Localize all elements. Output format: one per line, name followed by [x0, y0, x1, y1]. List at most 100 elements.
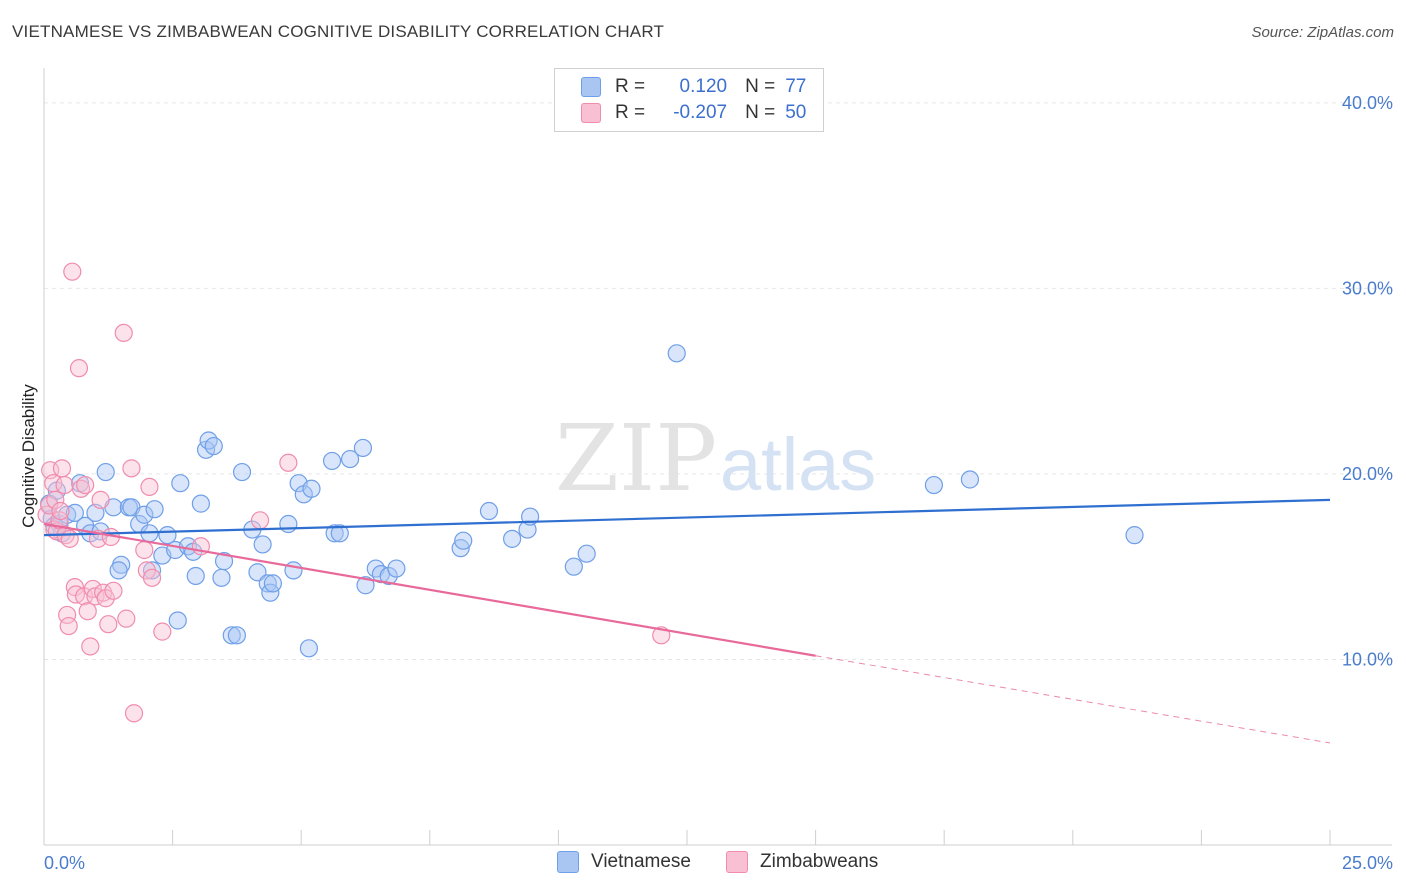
- point-vietnamese: [212, 568, 231, 587]
- point-vietnamese: [299, 639, 319, 658]
- point-zimbabweans: [104, 581, 123, 600]
- watermark: ZIP atlas: [555, 405, 876, 512]
- point-vietnamese: [503, 529, 522, 548]
- point-vietnamese: [924, 475, 944, 495]
- point-vietnamese: [322, 451, 342, 471]
- point-zimbabweans: [96, 589, 115, 608]
- series-label-zimbabweans: Zimbabweans: [760, 851, 879, 872]
- legend-swatch-zimbabweans: [581, 103, 601, 123]
- legend-n-value: 77: [785, 76, 807, 97]
- legend-n-label: N =: [745, 102, 776, 123]
- point-vietnamese: [96, 462, 115, 482]
- point-vietnamese: [142, 561, 162, 580]
- point-vietnamese: [227, 626, 246, 645]
- point-vietnamese: [356, 576, 375, 595]
- series-swatch-vietnamese: [557, 851, 579, 873]
- point-vietnamese: [302, 479, 321, 498]
- point-vietnamese: [186, 566, 205, 586]
- point-zimbabweans: [114, 323, 133, 343]
- point-vietnamese: [387, 559, 406, 578]
- point-vietnamese: [204, 436, 223, 456]
- data-points: [37, 262, 1144, 723]
- legend-r-label: R =: [615, 102, 646, 123]
- legend-r-label: R =: [615, 76, 646, 97]
- point-zimbabweans: [250, 511, 270, 530]
- point-zimbabweans: [99, 615, 118, 634]
- point-vietnamese: [253, 535, 272, 554]
- point-zimbabweans: [51, 501, 70, 521]
- point-vietnamese: [232, 462, 252, 482]
- y-tick-labels: 10.0% 20.0% 30.0% 40.0%: [1342, 93, 1393, 670]
- point-vietnamese: [577, 544, 596, 563]
- legend-r-value: 0.120: [674, 76, 728, 97]
- point-zimbabweans: [135, 540, 154, 560]
- trend-line-zimbabweans-extension: [815, 655, 1331, 744]
- trend-lines: [43, 498, 1331, 744]
- point-vietnamese: [171, 474, 190, 493]
- point-vietnamese: [135, 505, 154, 524]
- point-vietnamese: [960, 470, 980, 489]
- series-legend: Vietnamese Zimbabweans: [0, 851, 1406, 877]
- point-zimbabweans: [60, 529, 79, 548]
- point-zimbabweans: [140, 477, 159, 497]
- x-tick-label: 25.0%: [1342, 853, 1393, 873]
- point-zimbabweans: [76, 475, 95, 495]
- point-vietnamese: [214, 552, 234, 571]
- point-zimbabweans: [52, 459, 72, 478]
- point-vietnamese: [65, 503, 84, 522]
- point-zimbabweans: [59, 616, 78, 636]
- point-zimbabweans: [65, 577, 84, 597]
- axes: [43, 68, 1392, 846]
- point-vietnamese: [454, 531, 473, 550]
- point-zimbabweans: [69, 359, 89, 378]
- point-vietnamese: [199, 431, 218, 450]
- watermark-atlas: atlas: [720, 423, 876, 506]
- point-vietnamese: [222, 626, 241, 645]
- point-vietnamese: [564, 557, 583, 576]
- point-vietnamese: [248, 563, 267, 582]
- point-vietnamese: [109, 561, 128, 580]
- series-legend-vietnamese: Vietnamese: [557, 851, 691, 873]
- point-vietnamese: [379, 566, 398, 586]
- y-tick-label: 10.0%: [1342, 649, 1393, 669]
- point-vietnamese: [1125, 526, 1144, 545]
- trend-line-zimbabweans: [43, 522, 816, 657]
- point-vietnamese: [168, 611, 187, 630]
- series-legend-zimbabweans: Zimbabweans: [726, 851, 878, 873]
- grid-lines: [44, 102, 1392, 660]
- legend-row-zimbabweans: R = -0.207 N = 50: [555, 100, 806, 126]
- y-tick-label: 40.0%: [1342, 93, 1393, 113]
- point-vietnamese: [667, 344, 686, 363]
- point-zimbabweans: [91, 490, 110, 509]
- series-label-vietnamese: Vietnamese: [591, 851, 691, 872]
- point-vietnamese: [263, 574, 283, 593]
- point-zimbabweans: [81, 637, 100, 656]
- source-credit: Source: ZipAtlas.com: [1251, 24, 1394, 41]
- series-swatch-zimbabweans: [726, 851, 748, 873]
- legend-swatch-vietnamese: [581, 77, 601, 97]
- point-zimbabweans: [55, 475, 74, 495]
- watermark-zip: ZIP: [555, 405, 717, 512]
- point-zimbabweans: [83, 579, 102, 599]
- x-tick-label: 0.0%: [44, 853, 85, 873]
- legend-r-value: -0.207: [673, 102, 728, 123]
- point-zimbabweans: [153, 622, 172, 641]
- point-vietnamese: [479, 501, 499, 521]
- correlation-legend: R = 0.120 N = 77 R = -0.207 N = 50: [554, 68, 824, 132]
- x-tick-labels: 0.0% 25.0%: [43, 830, 1393, 873]
- y-tick-label: 20.0%: [1342, 464, 1393, 484]
- point-zimbabweans: [117, 609, 136, 628]
- point-vietnamese: [451, 539, 470, 558]
- point-zimbabweans: [279, 453, 298, 472]
- point-zimbabweans: [124, 704, 144, 723]
- legend-n-value: 50: [785, 102, 807, 123]
- point-zimbabweans: [46, 490, 65, 509]
- point-vietnamese: [145, 500, 164, 519]
- point-vietnamese: [284, 561, 303, 580]
- point-vietnamese: [353, 438, 373, 458]
- point-zimbabweans: [63, 262, 82, 281]
- legend-n-label: N =: [745, 76, 776, 97]
- point-vietnamese: [330, 524, 349, 543]
- point-zimbabweans: [142, 568, 162, 587]
